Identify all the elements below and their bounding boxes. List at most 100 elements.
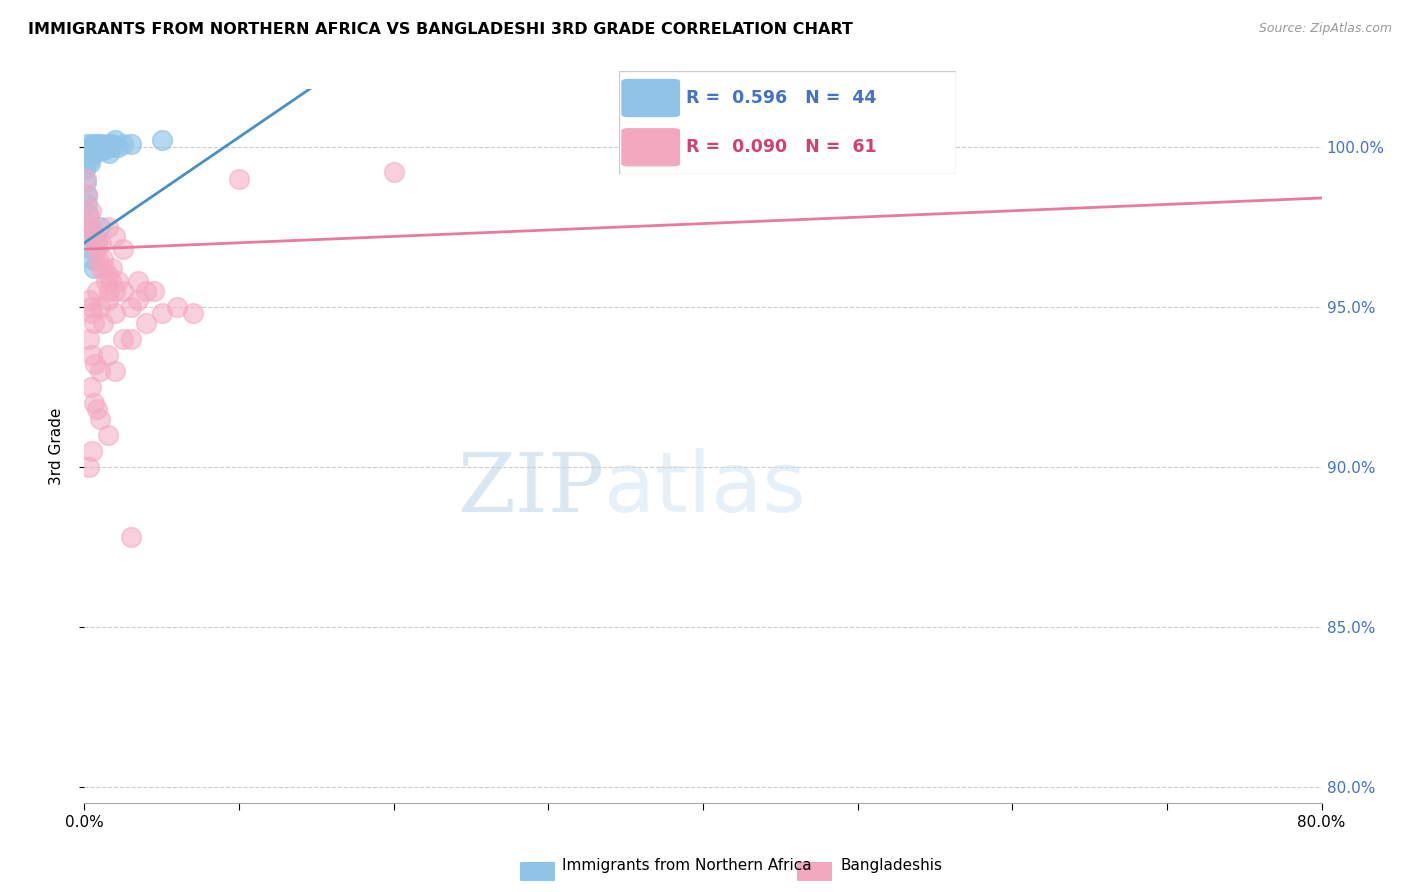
- Point: [97, 219, 120, 234]
- Point: [97, 268, 120, 282]
- Point: [97, 427, 120, 442]
- Text: Bangladeshis: Bangladeshis: [841, 858, 943, 872]
- Point: [80, 140, 103, 154]
- Point: [86, 284, 108, 298]
- Point: [76, 187, 98, 202]
- Point: [86, 402, 108, 417]
- Point: [135, 316, 157, 330]
- Point: [107, 140, 129, 154]
- FancyBboxPatch shape: [797, 863, 832, 880]
- Point: [84, 146, 107, 161]
- Point: [112, 284, 135, 298]
- Point: [83, 396, 105, 410]
- Point: [79, 242, 101, 256]
- Point: [76, 149, 98, 163]
- Point: [97, 348, 120, 362]
- Point: [150, 306, 173, 320]
- Point: [79, 203, 101, 218]
- Point: [143, 284, 166, 298]
- Point: [90, 136, 112, 151]
- Point: [89, 219, 111, 234]
- Point: [75, 162, 97, 177]
- Point: [101, 261, 124, 276]
- Point: [112, 136, 135, 151]
- Point: [91, 140, 114, 154]
- Point: [79, 156, 101, 170]
- Point: [150, 133, 173, 147]
- Point: [76, 136, 98, 151]
- Point: [89, 261, 111, 276]
- Point: [82, 143, 104, 157]
- Point: [228, 171, 250, 186]
- Point: [82, 136, 104, 151]
- Point: [89, 364, 111, 378]
- Point: [93, 261, 115, 276]
- Point: [77, 332, 100, 346]
- Point: [79, 300, 101, 314]
- Point: [87, 140, 110, 154]
- Point: [97, 136, 120, 151]
- Text: ZIP: ZIP: [457, 449, 605, 529]
- Point: [82, 219, 104, 234]
- Point: [79, 229, 101, 244]
- Point: [98, 146, 121, 161]
- Point: [93, 143, 115, 157]
- Point: [128, 293, 150, 308]
- Point: [104, 364, 127, 378]
- Point: [94, 140, 117, 154]
- FancyBboxPatch shape: [621, 128, 679, 166]
- Point: [107, 274, 129, 288]
- Point: [82, 348, 104, 362]
- Point: [90, 235, 112, 250]
- Point: [76, 187, 98, 202]
- Point: [89, 412, 111, 426]
- Point: [101, 136, 124, 151]
- FancyBboxPatch shape: [619, 71, 956, 174]
- Point: [100, 140, 122, 154]
- Point: [77, 293, 100, 308]
- Point: [75, 171, 97, 186]
- Point: [82, 306, 104, 320]
- Point: [79, 380, 101, 394]
- Text: Immigrants from Northern Africa: Immigrants from Northern Africa: [562, 858, 813, 872]
- Point: [86, 140, 108, 154]
- Point: [83, 140, 105, 154]
- Point: [104, 284, 127, 298]
- Point: [75, 175, 97, 189]
- Point: [77, 153, 100, 167]
- Point: [112, 332, 135, 346]
- Point: [76, 197, 98, 211]
- Point: [100, 274, 122, 288]
- Point: [83, 136, 105, 151]
- Point: [82, 252, 104, 266]
- Point: [120, 300, 142, 314]
- Point: [128, 274, 150, 288]
- Point: [98, 284, 121, 298]
- Text: atlas: atlas: [605, 449, 806, 529]
- Point: [77, 459, 100, 474]
- Point: [79, 146, 101, 161]
- Point: [86, 242, 108, 256]
- Point: [87, 143, 110, 157]
- Text: IMMIGRANTS FROM NORTHERN AFRICA VS BANGLADESHI 3RD GRADE CORRELATION CHART: IMMIGRANTS FROM NORTHERN AFRICA VS BANGL…: [28, 22, 853, 37]
- Point: [83, 261, 105, 276]
- Point: [112, 242, 135, 256]
- Point: [76, 219, 98, 234]
- Point: [77, 146, 100, 161]
- Point: [120, 332, 142, 346]
- Text: Source: ZipAtlas.com: Source: ZipAtlas.com: [1258, 22, 1392, 36]
- Text: R =  0.090   N =  61: R = 0.090 N = 61: [686, 138, 877, 156]
- Point: [86, 136, 108, 151]
- Point: [104, 229, 127, 244]
- Point: [83, 229, 105, 244]
- Point: [87, 252, 110, 266]
- Point: [120, 136, 142, 151]
- FancyBboxPatch shape: [621, 79, 679, 117]
- Point: [75, 143, 97, 157]
- Point: [166, 300, 188, 314]
- Point: [120, 530, 142, 544]
- Y-axis label: 3rd Grade: 3rd Grade: [49, 408, 63, 484]
- Point: [86, 235, 108, 250]
- Point: [104, 133, 127, 147]
- Point: [382, 165, 405, 179]
